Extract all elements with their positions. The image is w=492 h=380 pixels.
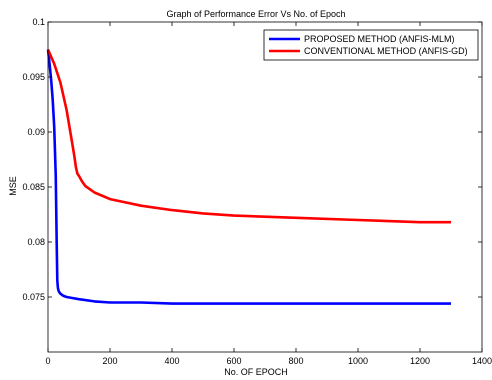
y-tick-label: 0.09: [27, 127, 45, 137]
x-tick-label: 400: [164, 356, 179, 366]
y-tick-label: 0.085: [22, 182, 45, 192]
x-tick-label: 600: [226, 356, 241, 366]
legend-box: [263, 29, 479, 61]
x-axis-label: No. OF EPOCH: [224, 367, 288, 377]
x-tick-label: 1000: [348, 356, 368, 366]
plot-area: 0 200 400 600 800 1000 1200 1400 0.075 0.08 0.085 0…: [22, 17, 492, 366]
y-tick-label: 0.1: [32, 17, 45, 27]
chart-title: Graph of Performance Error Vs No. of Epo…: [166, 9, 345, 19]
y-tick-label: 0.095: [22, 72, 45, 82]
legend-label-2: CONVENTIONAL METHOD (ANFIS-GD): [304, 46, 468, 56]
x-tick-label: 1200: [410, 356, 430, 366]
series-line-2: [46, 48, 451, 224]
legend: PROPOSED METHOD (ANFIS-MLM) CONVENTIONAL …: [263, 29, 479, 61]
y-tick-label: 0.075: [22, 292, 45, 302]
x-tick-label: 800: [288, 356, 303, 366]
x-tick-label: 1400: [472, 356, 492, 366]
y-axis-label: MSE: [8, 176, 18, 196]
legend-label-1: PROPOSED METHOD (ANFIS-MLM): [304, 34, 455, 44]
y-tick-label: 0.08: [27, 237, 45, 247]
x-tick-label: 200: [102, 356, 117, 366]
plot-background: [48, 22, 482, 352]
x-tick-label: 0: [45, 356, 50, 366]
series-line-1: [46, 49, 451, 305]
